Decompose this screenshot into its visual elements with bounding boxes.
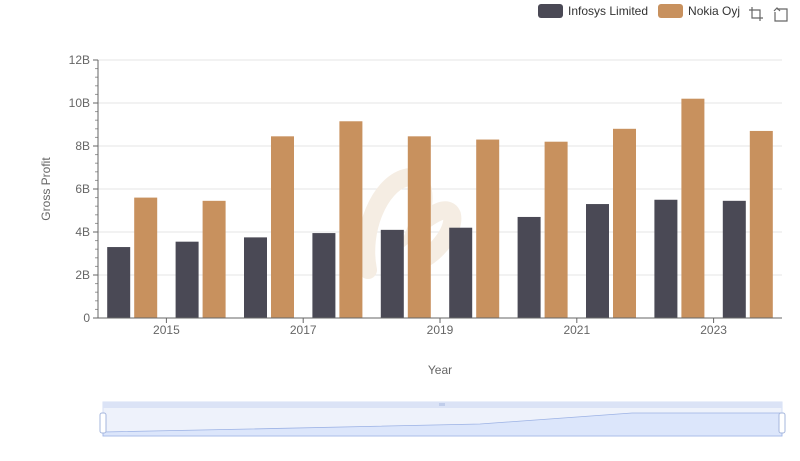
- legend-swatch-nokia: [658, 4, 684, 18]
- zoom-select-icon[interactable]: [748, 6, 764, 22]
- bar-infosys-2019: [449, 227, 473, 318]
- bar-nokia-2020: [544, 141, 568, 318]
- x-tick-label: 2015: [153, 323, 180, 337]
- legend-item-infosys[interactable]: Infosys Limited: [538, 4, 648, 18]
- y-tick-label: 8B: [75, 139, 90, 153]
- y-tick-label: 6B: [75, 182, 90, 196]
- legend-item-nokia[interactable]: Nokia Oyj: [658, 4, 740, 18]
- data-zoom-slider[interactable]: [99, 401, 786, 437]
- y-tick-label: 12B: [69, 53, 90, 67]
- bar-nokia-2022: [681, 98, 705, 318]
- bar-infosys-2014: [107, 247, 131, 318]
- bar-infosys-2015: [175, 241, 199, 318]
- bar-infosys-2022: [654, 199, 678, 318]
- bar-nokia-2017: [339, 121, 363, 319]
- y-axis: 0 2B 4B 6B 8B 10B 12B: [69, 53, 99, 325]
- x-tick-label: 2017: [290, 323, 317, 337]
- x-tick-label: 2021: [563, 323, 590, 337]
- bar-infosys-2021: [586, 204, 609, 318]
- bar-infosys-2018: [380, 229, 404, 318]
- x-axis: 2015 2017 2019 2021 2023: [98, 317, 782, 337]
- legend-label-nokia: Nokia Oyj: [688, 4, 741, 18]
- bar-infosys-2023: [722, 200, 746, 318]
- bars: [107, 98, 773, 319]
- bar-nokia-2018: [407, 136, 431, 318]
- zoom-reset-icon[interactable]: [773, 6, 789, 22]
- bar-nokia-2019: [476, 139, 500, 318]
- x-tick-label: 2023: [700, 323, 727, 337]
- y-tick-label: 4B: [75, 225, 90, 239]
- x-tick-label: 2019: [427, 323, 454, 337]
- y-tick-label: 2B: [75, 268, 90, 282]
- zoom-handle-right[interactable]: [778, 412, 786, 434]
- bar-nokia-2014: [134, 197, 158, 318]
- grid-lines: [98, 59, 782, 319]
- y-tick-label: 0: [83, 311, 90, 325]
- x-axis-title: Year: [428, 363, 452, 377]
- legend-label-infosys: Infosys Limited: [568, 4, 649, 18]
- legend: Infosys Limited Nokia Oyj: [538, 4, 750, 18]
- bar-nokia-2021: [613, 128, 636, 318]
- bar-nokia-2015: [202, 200, 226, 318]
- bar-infosys-2017: [312, 233, 336, 318]
- bar-infosys-2016: [244, 237, 267, 318]
- zoom-preview-area: [102, 412, 783, 437]
- y-axis-title: Gross Profit: [39, 157, 53, 221]
- y-tick-label: 10B: [69, 96, 90, 110]
- bar-nokia-2023: [749, 130, 773, 318]
- bar-infosys-2020: [517, 216, 541, 318]
- legend-swatch-infosys: [538, 4, 563, 18]
- bar-nokia-2016: [271, 136, 294, 318]
- zoom-handle-left[interactable]: [99, 412, 107, 434]
- zoom-drag-grip[interactable]: [439, 403, 445, 406]
